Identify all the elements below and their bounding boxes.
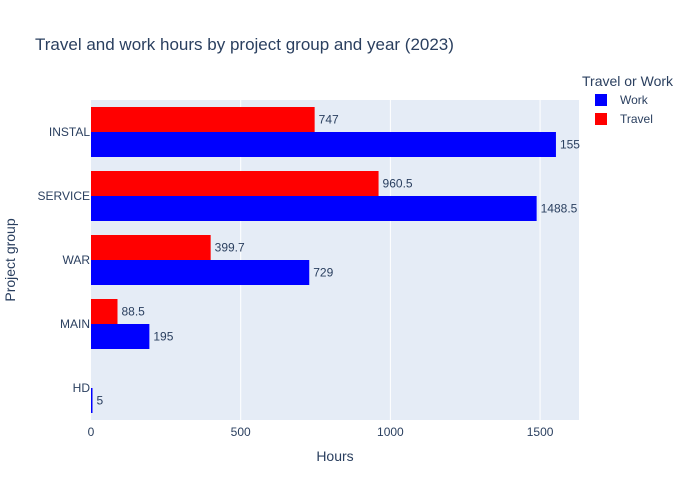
bar-label: 155 — [560, 138, 580, 152]
bar-labels: 5 195 88.5 729 399.7 1488.5 960.5 155 747 — [96, 113, 580, 408]
bar-work — [91, 196, 537, 221]
x-tick-label: 500 — [231, 425, 251, 439]
y-axis-ticks: HD MAIN WAR SERVICE INSTAL — [38, 125, 91, 395]
y-axis-title: Project group — [2, 218, 18, 301]
legend-title: Travel or Work — [582, 73, 674, 89]
bar-travel — [91, 171, 379, 196]
y-tick-label: WAR — [62, 253, 90, 267]
legend-item: Travel — [620, 112, 653, 126]
bar-work — [91, 388, 93, 413]
x-tick-label: 0 — [88, 425, 95, 439]
bars — [91, 107, 556, 413]
bar-work — [91, 260, 310, 285]
y-tick-label: MAIN — [60, 317, 90, 331]
chart-title: Travel and work hours by project group a… — [35, 35, 454, 54]
bar-label: 960.5 — [383, 177, 413, 191]
bar-travel — [91, 299, 118, 324]
y-tick-label: INSTAL — [49, 125, 90, 139]
bar-travel — [91, 235, 211, 260]
x-tick-label: 1000 — [377, 425, 404, 439]
bar-label: 729 — [313, 266, 333, 280]
bar-label: 399.7 — [215, 241, 245, 255]
bar-travel — [91, 107, 315, 132]
y-tick-label: SERVICE — [38, 189, 90, 203]
bar-label: 195 — [153, 330, 173, 344]
legend: Travel or Work Work Travel — [582, 73, 674, 126]
x-axis-title: Hours — [316, 448, 353, 464]
bar-label: 88.5 — [121, 305, 145, 319]
bar-label: 747 — [319, 113, 339, 127]
bar-work — [91, 132, 556, 157]
bar-label: 1488.5 — [541, 202, 578, 216]
legend-item: Work — [620, 93, 649, 107]
y-tick-label: HD — [73, 381, 91, 395]
x-axis-ticks: 0 500 1000 1500 — [88, 425, 554, 439]
bar-work — [91, 324, 150, 349]
bar-label: 5 — [96, 394, 103, 408]
legend-swatch — [595, 94, 607, 106]
x-tick-label: 1500 — [527, 425, 554, 439]
legend-swatch — [595, 113, 607, 125]
